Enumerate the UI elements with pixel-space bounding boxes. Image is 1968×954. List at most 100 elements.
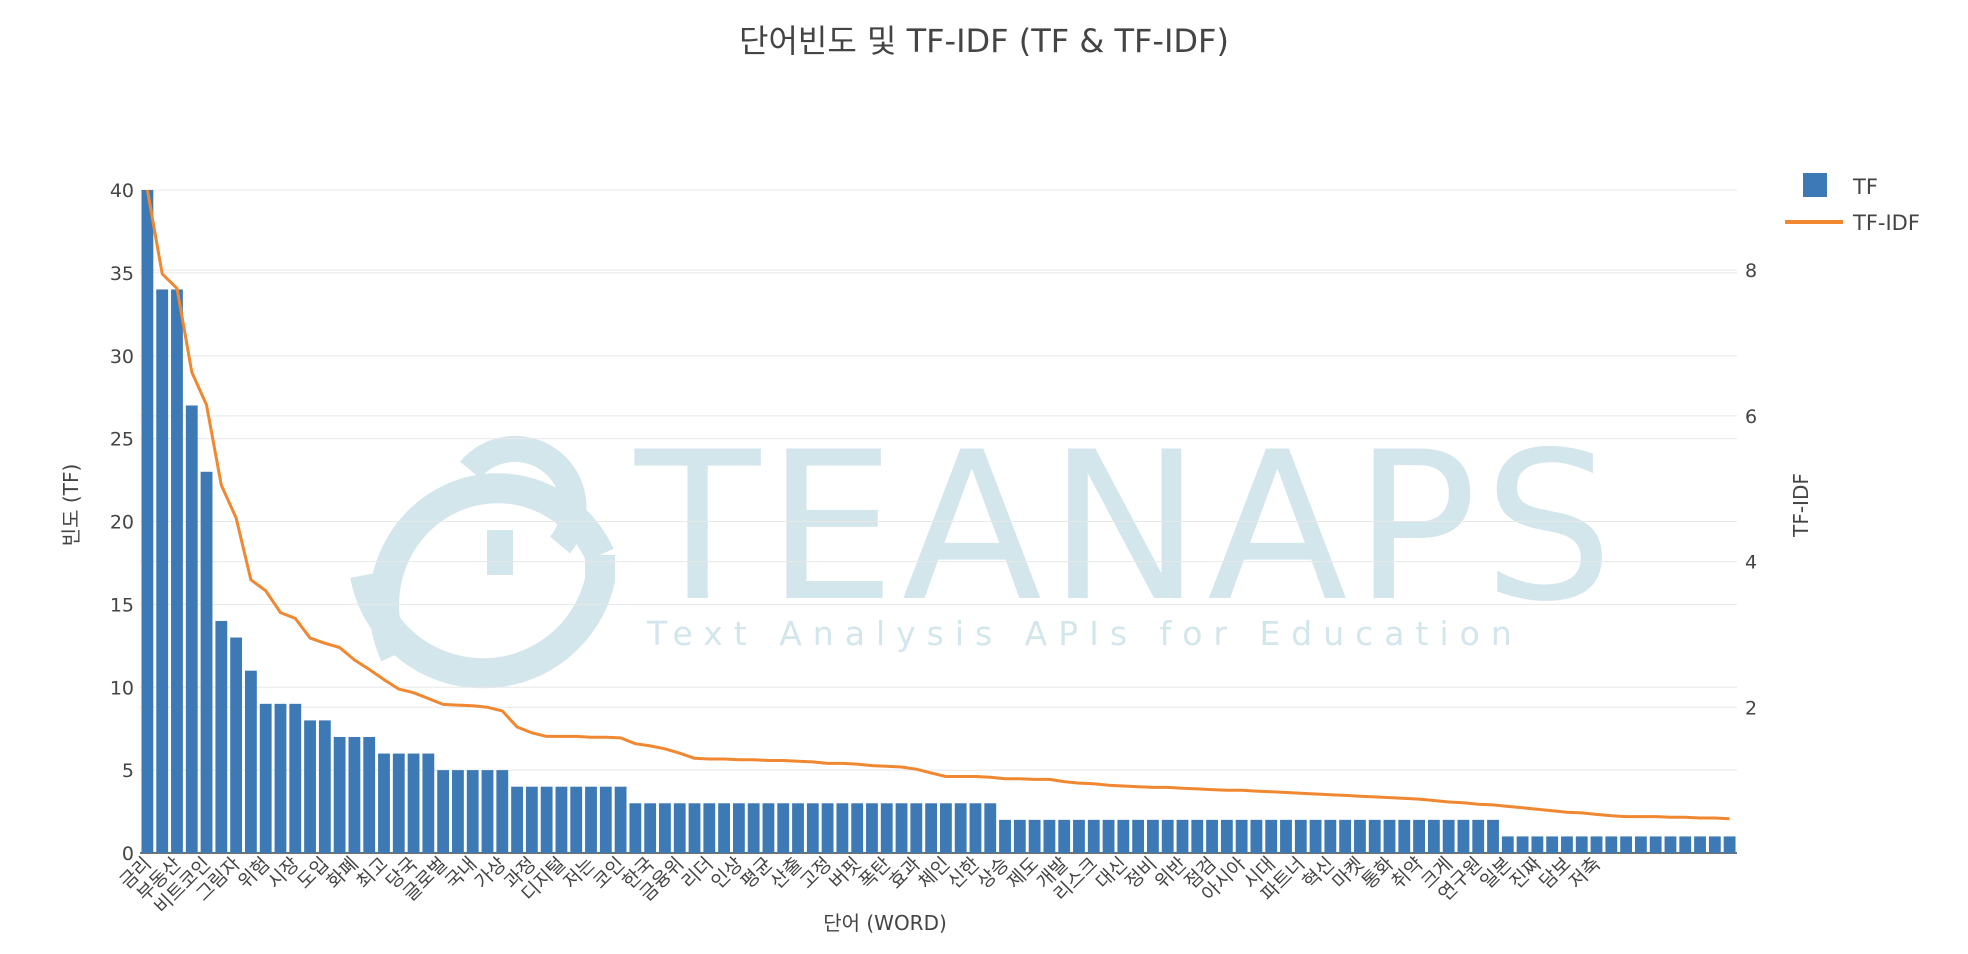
tf-bar[interactable] xyxy=(215,620,228,853)
tf-bar[interactable] xyxy=(866,803,878,853)
tf-bar[interactable] xyxy=(777,803,790,853)
tf-bar[interactable] xyxy=(1043,819,1056,853)
tf-bar[interactable] xyxy=(939,803,952,853)
tf-bar[interactable] xyxy=(378,753,390,853)
tf-bar[interactable] xyxy=(540,786,553,853)
tf-bar[interactable] xyxy=(1605,836,1618,853)
tf-bar[interactable] xyxy=(1561,836,1573,853)
tf-bar[interactable] xyxy=(1398,819,1411,853)
tf-bar[interactable] xyxy=(274,703,287,853)
tf-bar[interactable] xyxy=(1176,819,1189,853)
tf-bar[interactable] xyxy=(1679,836,1692,853)
tf-bar[interactable] xyxy=(1339,819,1352,853)
tf-bar[interactable] xyxy=(1294,819,1307,853)
tf-bar[interactable] xyxy=(1368,819,1381,853)
tf-bar[interactable] xyxy=(141,190,154,853)
tf-bar[interactable] xyxy=(1546,836,1559,853)
tf-bar[interactable] xyxy=(1634,836,1647,853)
tf-bar[interactable] xyxy=(851,803,864,853)
tf-bar[interactable] xyxy=(422,753,435,853)
tf-bar[interactable] xyxy=(1427,819,1440,853)
tf-bar[interactable] xyxy=(230,637,243,853)
tf-bar[interactable] xyxy=(481,770,494,853)
tf-bar[interactable] xyxy=(614,786,627,853)
tf-bar[interactable] xyxy=(1649,836,1662,853)
tf-bar[interactable] xyxy=(1220,819,1233,853)
tf-bar[interactable] xyxy=(984,803,997,853)
tf-bar[interactable] xyxy=(673,803,686,853)
tf-bar[interactable] xyxy=(585,786,597,853)
tf-bar[interactable] xyxy=(244,670,257,853)
tf-bar[interactable] xyxy=(1013,819,1026,853)
tf-bar[interactable] xyxy=(1206,819,1218,853)
tf-bar[interactable] xyxy=(910,803,923,853)
tf-bar[interactable] xyxy=(392,753,405,853)
tf-bar[interactable] xyxy=(185,405,198,853)
tf-bar[interactable] xyxy=(1516,836,1529,853)
tf-bar[interactable] xyxy=(1102,819,1115,853)
tf-bar[interactable] xyxy=(1620,836,1633,853)
tf-bar[interactable] xyxy=(1073,819,1085,853)
tf-bar[interactable] xyxy=(496,770,509,853)
tf-bar[interactable] xyxy=(1472,819,1485,853)
tf-bar[interactable] xyxy=(1531,836,1544,853)
tf-bar[interactable] xyxy=(703,803,716,853)
tf-bar[interactable] xyxy=(259,703,272,853)
tf-bar[interactable] xyxy=(1132,819,1145,853)
tf-bar[interactable] xyxy=(1280,819,1292,853)
tf-bar[interactable] xyxy=(1694,836,1706,853)
tf-bar[interactable] xyxy=(718,803,731,853)
tf-bar[interactable] xyxy=(407,753,420,853)
tf-bar[interactable] xyxy=(318,720,331,853)
tf-bar[interactable] xyxy=(511,786,523,853)
tf-bar[interactable] xyxy=(1058,819,1071,853)
tf-bar[interactable] xyxy=(732,803,745,853)
tf-bar[interactable] xyxy=(806,803,819,853)
tf-bar[interactable] xyxy=(688,803,701,853)
tf-bar[interactable] xyxy=(836,803,849,853)
tf-bar[interactable] xyxy=(1487,819,1499,853)
tf-bar[interactable] xyxy=(289,703,302,853)
tf-bar[interactable] xyxy=(1383,819,1396,853)
tf-bar[interactable] xyxy=(333,736,346,853)
tfidf-line[interactable] xyxy=(145,189,1730,821)
tf-bar[interactable] xyxy=(895,803,908,853)
tf-bar[interactable] xyxy=(880,803,893,853)
tf-bar[interactable] xyxy=(1146,819,1159,853)
tf-bar[interactable] xyxy=(599,786,612,853)
tf-bar[interactable] xyxy=(200,471,213,853)
tf-bar[interactable] xyxy=(792,803,804,853)
tf-bar[interactable] xyxy=(304,720,316,853)
tf-bar[interactable] xyxy=(1087,819,1100,853)
tf-bar[interactable] xyxy=(659,803,671,853)
tf-bar[interactable] xyxy=(629,803,642,853)
legend-item-tfidf[interactable]: TF-IDF xyxy=(1785,211,1920,235)
tf-bar[interactable] xyxy=(999,819,1011,853)
tf-bar[interactable] xyxy=(821,803,834,853)
tf-bar[interactable] xyxy=(171,289,183,853)
tf-bar[interactable] xyxy=(1354,819,1366,853)
tf-bar[interactable] xyxy=(1161,819,1174,853)
tf-bar[interactable] xyxy=(644,803,657,853)
tf-bar[interactable] xyxy=(1723,836,1736,853)
legend-item-tf[interactable]: TF xyxy=(1803,173,1878,199)
tf-bar[interactable] xyxy=(466,770,479,853)
tf-bar[interactable] xyxy=(1117,819,1130,853)
tf-bar[interactable] xyxy=(925,803,938,853)
tf-bar[interactable] xyxy=(570,786,583,853)
tf-bar[interactable] xyxy=(1575,836,1588,853)
tf-bar[interactable] xyxy=(1413,819,1425,853)
tf-bar[interactable] xyxy=(1501,836,1514,853)
tf-bar[interactable] xyxy=(1708,836,1721,853)
tf-bar[interactable] xyxy=(1442,819,1455,853)
tf-bar[interactable] xyxy=(1590,836,1603,853)
tf-bar[interactable] xyxy=(1324,819,1337,853)
tf-bar[interactable] xyxy=(1028,819,1041,853)
tf-bar[interactable] xyxy=(1664,836,1677,853)
tf-bar[interactable] xyxy=(525,786,538,853)
tf-bar[interactable] xyxy=(1265,819,1278,853)
tf-bar[interactable] xyxy=(1457,819,1470,853)
tf-bar[interactable] xyxy=(156,289,169,853)
tf-bar[interactable] xyxy=(1235,819,1248,853)
tf-bar[interactable] xyxy=(452,770,464,853)
